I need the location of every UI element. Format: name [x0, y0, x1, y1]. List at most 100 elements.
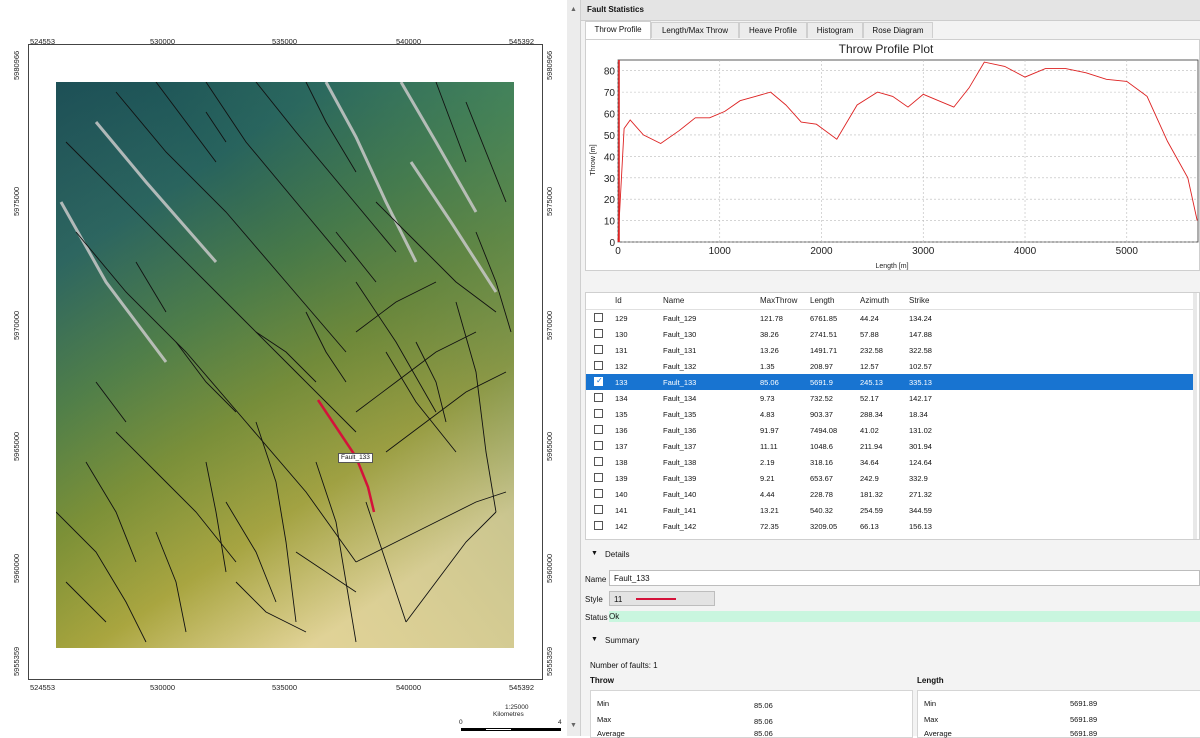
- cell-name: Fault_129: [663, 314, 697, 323]
- cell-name: Fault_131: [663, 346, 697, 355]
- map-top-x-label: 535000: [272, 37, 298, 46]
- scale-unit: Kilometres: [493, 711, 524, 718]
- table-scrollbar[interactable]: [1193, 293, 1197, 539]
- cell-name: Fault_132: [663, 362, 697, 371]
- row-checkbox[interactable]: [594, 425, 603, 434]
- col-header-strike[interactable]: Strike: [909, 296, 930, 305]
- row-checkbox[interactable]: [594, 409, 603, 418]
- cell-strike: 301.94: [909, 442, 932, 451]
- table-row[interactable]: 136 Fault_136 91.97 7494.08 41.02 131.02: [586, 422, 1197, 438]
- table-row[interactable]: 129 Fault_129 121.78 6761.85 44.24 134.24: [586, 310, 1197, 326]
- cell-maxthrow: 9.21: [760, 474, 775, 483]
- cell-name: Fault_141: [663, 506, 697, 515]
- table-row[interactable]: 138 Fault_138 2.19 318.16 34.64 124.64: [586, 454, 1197, 470]
- cell-id: 132: [615, 362, 628, 371]
- cell-maxthrow: 91.97: [760, 426, 779, 435]
- throw-max-value: 85.06: [754, 717, 773, 726]
- cell-maxthrow: 121.78: [760, 314, 783, 323]
- throw-series-line: [617, 61, 1198, 243]
- splitter-down-arrow-icon[interactable]: ▼: [570, 722, 577, 729]
- row-checkbox[interactable]: [594, 393, 603, 402]
- row-checkbox[interactable]: [594, 345, 603, 354]
- collapse-arrow-icon[interactable]: ▼: [591, 636, 598, 643]
- collapse-arrow-icon[interactable]: ▼: [591, 550, 598, 557]
- summary-section-header[interactable]: ▼ Summary: [585, 630, 1200, 650]
- fault-map-canvas[interactable]: [56, 82, 514, 648]
- splitter-up-arrow-icon[interactable]: ▲: [570, 6, 577, 13]
- fault-count-text: Number of faults: 1: [590, 661, 658, 670]
- col-header-name[interactable]: Name: [663, 296, 685, 305]
- y-tick-label: 70: [604, 88, 616, 99]
- y-tick-label: 50: [604, 131, 616, 142]
- cell-id: 142: [615, 522, 628, 531]
- col-header-maxthrow[interactable]: MaxThrow: [760, 296, 798, 305]
- tab-throw-profile[interactable]: Throw Profile: [585, 21, 651, 39]
- table-row[interactable]: 142 Fault_142 72.35 3209.05 66.13 156.13: [586, 518, 1197, 534]
- col-header-azimuth[interactable]: Azimuth: [860, 296, 889, 305]
- scale-end: 4: [558, 719, 562, 726]
- cell-strike: 322.58: [909, 346, 932, 355]
- table-row[interactable]: 132 Fault_132 1.35 208.97 12.57 102.57: [586, 358, 1197, 374]
- tab-heave-profile[interactable]: Heave Profile: [739, 22, 807, 38]
- name-field[interactable]: Fault_133: [609, 570, 1200, 586]
- table-row[interactable]: 131 Fault_131 13.26 1491.71 232.58 322.58: [586, 342, 1197, 358]
- table-row[interactable]: 134 Fault_134 9.73 732.52 52.17 142.17: [586, 390, 1197, 406]
- row-checkbox[interactable]: [594, 473, 603, 482]
- row-checkbox[interactable]: [594, 361, 603, 370]
- faults-table: Id Name MaxThrow Length Azimuth Strike 1…: [585, 292, 1200, 540]
- length-min-value: 5691.89: [1070, 699, 1098, 708]
- table-row[interactable]: 130 Fault_130 38.26 2741.51 57.88 147.88: [586, 326, 1197, 342]
- tab-rose-diagram[interactable]: Rose Diagram: [863, 22, 933, 38]
- row-checkbox[interactable]: [594, 521, 603, 530]
- name-label: Name: [585, 575, 607, 584]
- throw-average-value: 85.06: [754, 729, 773, 738]
- table-row[interactable]: ✓ 133 Fault_133 85.06 5691.9 245.13 335.13: [586, 374, 1197, 390]
- map-pane: 524553 530000 535000 540000 545392 52455…: [0, 0, 568, 736]
- style-value: 11: [614, 595, 623, 604]
- cell-azimuth: 52.17: [860, 394, 879, 403]
- cell-maxthrow: 72.35: [760, 522, 779, 531]
- cell-length: 208.97: [810, 362, 833, 371]
- table-row[interactable]: 139 Fault_139 9.21 653.67 242.9 332.9: [586, 470, 1197, 486]
- tab-histogram[interactable]: Histogram: [807, 22, 863, 38]
- row-checkbox[interactable]: ✓: [594, 376, 603, 386]
- y-tick-label: 10: [604, 217, 616, 228]
- throw-title: Throw: [590, 676, 614, 685]
- cell-length: 2741.51: [810, 330, 838, 339]
- cell-name: Fault_134: [663, 394, 697, 403]
- map-left-y-label: 5955359: [12, 646, 21, 676]
- map-bottom-x-label: 535000: [272, 683, 298, 692]
- row-checkbox[interactable]: [594, 489, 603, 498]
- row-checkbox[interactable]: [594, 457, 603, 466]
- length-title: Length: [917, 676, 944, 685]
- summary-section-label: Summary: [605, 636, 640, 645]
- row-checkbox[interactable]: [594, 313, 603, 322]
- table-row[interactable]: 137 Fault_137 11.11 1048.6 211.94 301.94: [586, 438, 1197, 454]
- length-average-label: Average: [924, 729, 952, 738]
- scale-ratio: 1:25000: [505, 704, 529, 711]
- cell-id: 130: [615, 330, 628, 339]
- pane-splitter[interactable]: ▲ ▼: [567, 0, 581, 736]
- map-top-x-label: 524553: [30, 37, 56, 46]
- cell-strike: 344.59: [909, 506, 932, 515]
- table-row[interactable]: 141 Fault_141 13.21 540.32 254.59 344.59: [586, 502, 1197, 518]
- row-checkbox[interactable]: [594, 441, 603, 450]
- details-section-header[interactable]: ▼ Details: [585, 544, 1200, 564]
- cell-id: 134: [615, 394, 628, 403]
- tab-length-max-throw[interactable]: Length/Max Throw: [651, 22, 739, 38]
- table-row[interactable]: 135 Fault_135 4.83 903.37 288.34 18.34: [586, 406, 1197, 422]
- row-checkbox[interactable]: [594, 329, 603, 338]
- cell-id: 141: [615, 506, 628, 515]
- cell-id: 133: [615, 378, 628, 387]
- cell-maxthrow: 2.19: [760, 458, 775, 467]
- style-selector[interactable]: 11: [609, 591, 715, 606]
- table-row[interactable]: 140 Fault_140 4.44 228.78 181.32 271.32: [586, 486, 1197, 502]
- cell-id: 138: [615, 458, 628, 467]
- col-header-length[interactable]: Length: [810, 296, 835, 305]
- cell-azimuth: 242.9: [860, 474, 879, 483]
- row-checkbox[interactable]: [594, 505, 603, 514]
- x-tick-label: 3000: [912, 246, 935, 257]
- y-tick-label: 60: [604, 110, 616, 121]
- col-header-id[interactable]: Id: [615, 296, 622, 305]
- length-summary-box: Min 5691.89 Max 5691.89 Average 5691.89: [917, 690, 1200, 738]
